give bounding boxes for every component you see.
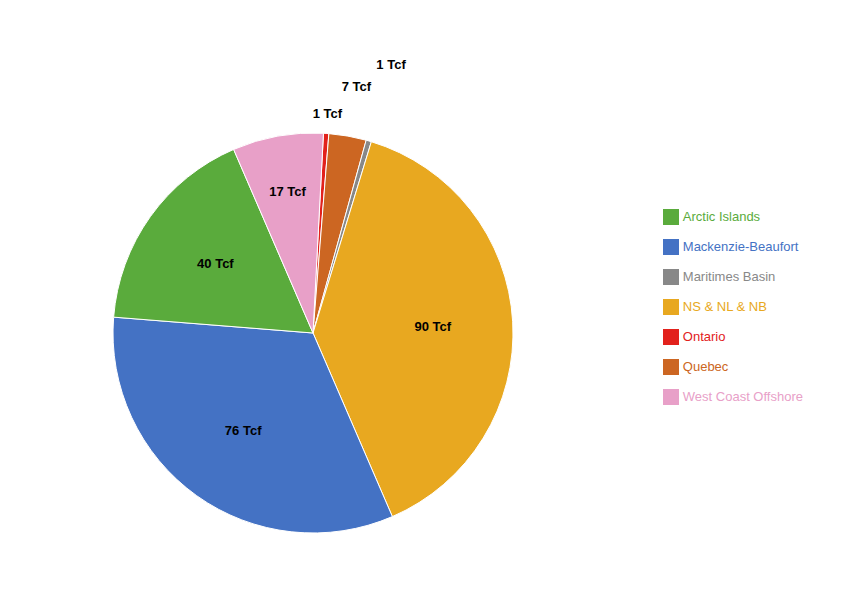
svg-text:1 Tcf: 1 Tcf [376, 57, 406, 72]
html-text:West Coast Offshore: West Coast Offshore [682, 388, 803, 404]
svg-text:40 Tcf: 40 Tcf [197, 256, 234, 271]
svg-text:7 Tcf: 7 Tcf [342, 79, 372, 94]
svg-text:17 Tcf: 17 Tcf [269, 184, 306, 199]
html-text:Arctic Islands: Arctic Islands [682, 208, 761, 224]
html-text:Mackenzie-Beaufort: Mackenzie-Beaufort [682, 238, 799, 254]
svg-text:76 Tcf: 76 Tcf [225, 423, 262, 438]
svg-text:90 Tcf: 90 Tcf [415, 319, 452, 334]
html-text:Quebec: Quebec [682, 358, 729, 374]
svg-text:1 Tcf: 1 Tcf [313, 106, 343, 121]
html-text:Ontario: Ontario [682, 328, 726, 344]
html-text:NS & NL & NB: NS & NL & NB [682, 298, 767, 314]
html-text:Maritimes Basin: Maritimes Basin [682, 268, 776, 284]
